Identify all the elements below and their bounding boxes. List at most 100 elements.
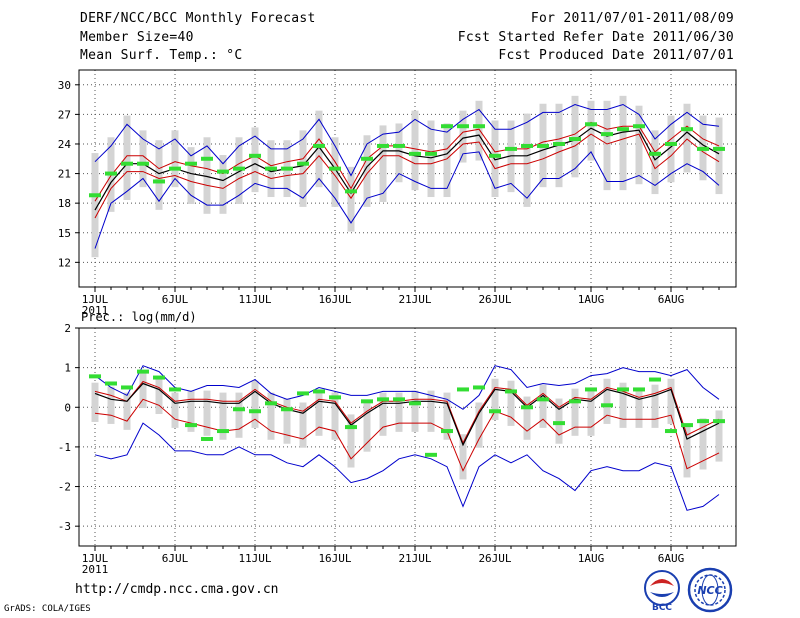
y-tick-label: 18	[58, 197, 71, 210]
spread-box	[379, 125, 387, 202]
spread-box	[283, 398, 291, 444]
panel-title: Prec.: log(mm/d)	[81, 310, 197, 324]
observed-marker	[329, 166, 341, 171]
produced-date: Fcst Produced Date 2011/07/01	[498, 48, 734, 63]
observed-marker	[585, 122, 597, 127]
spread-box	[475, 402, 483, 448]
series-line-ensemble_mean	[94, 127, 720, 211]
x-tick-label: 11JUL	[238, 293, 271, 306]
observed-marker	[505, 389, 517, 394]
spread-box	[347, 166, 355, 232]
spread-box	[139, 372, 147, 409]
source-url[interactable]: http://cmdp.ncc.cma.gov.cn	[75, 582, 279, 597]
spread-box	[91, 382, 99, 422]
spread-box	[251, 380, 259, 428]
observed-marker	[153, 179, 165, 184]
x-tick-label: 16JUL	[318, 552, 351, 565]
observed-marker	[617, 127, 629, 132]
spread-box	[651, 130, 659, 195]
observed-marker	[153, 375, 165, 380]
spread-box	[619, 95, 627, 191]
observed-marker	[297, 391, 309, 396]
observed-marker	[441, 124, 453, 129]
bcc-logo-text: BCC	[652, 603, 672, 612]
spread-box	[715, 410, 723, 462]
x-tick-label: 1AUG	[578, 293, 605, 306]
y-tick-label: 0	[64, 401, 71, 414]
observed-marker	[105, 171, 117, 176]
spread-box	[491, 378, 499, 420]
observed-marker	[649, 151, 661, 156]
observed-marker	[89, 193, 101, 198]
spread-box	[299, 402, 307, 448]
spread-box	[635, 388, 643, 428]
spread-box	[235, 392, 243, 438]
observed-marker	[521, 143, 533, 148]
spread-box	[219, 392, 227, 440]
series-line-spread_lower	[94, 398, 720, 472]
observed-marker	[585, 387, 597, 392]
ncc-logo: NCC	[687, 567, 733, 613]
series-line-min	[94, 422, 720, 511]
observed-marker	[569, 137, 581, 142]
series-line-min	[94, 103, 720, 177]
x-tick-label: 11JUL	[238, 552, 271, 565]
observed-marker	[633, 124, 645, 129]
observed-marker	[681, 127, 693, 132]
x-tick-label: 6JUL	[162, 552, 189, 565]
spread-box	[667, 378, 675, 424]
observed-marker	[393, 143, 405, 148]
observed-marker	[649, 377, 661, 382]
x-tick-label: 1JUL	[82, 293, 109, 306]
spread-box	[171, 130, 179, 188]
spread-box	[715, 117, 723, 195]
observed-marker	[617, 387, 629, 392]
plot-frame	[78, 69, 737, 288]
y-tick-label: 2	[64, 322, 71, 335]
observed-marker	[201, 156, 213, 161]
observed-marker	[489, 409, 501, 414]
observed-marker	[361, 156, 373, 161]
observed-marker	[569, 399, 581, 404]
observed-marker	[233, 407, 245, 412]
x-tick-label: 1JUL	[82, 552, 109, 565]
x-tick-label: 21JUL	[398, 552, 431, 565]
observed-marker	[409, 151, 421, 156]
series-line-max	[94, 365, 720, 410]
spread-box	[571, 95, 579, 178]
spread-box	[699, 418, 707, 470]
spread-box	[475, 100, 483, 161]
observed-marker	[217, 169, 229, 174]
x-tick-label: 6AUG	[658, 552, 685, 565]
observed-marker	[505, 146, 517, 151]
observed-marker	[345, 189, 357, 194]
observed-marker	[217, 429, 229, 434]
observed-marker	[137, 161, 149, 166]
observed-marker	[201, 436, 213, 441]
y-tick-label: 21	[58, 168, 71, 181]
spread-box	[363, 135, 371, 207]
spread-box	[603, 100, 611, 191]
observed-marker	[377, 397, 389, 402]
observed-marker	[297, 161, 309, 166]
spread-box	[187, 390, 195, 432]
observed-marker	[361, 399, 373, 404]
spread-box	[395, 123, 403, 183]
series-line-ensemble_mean	[94, 382, 720, 447]
observed-marker	[281, 166, 293, 171]
observed-marker	[425, 151, 437, 156]
observed-marker	[665, 141, 677, 146]
spread-box	[123, 392, 131, 430]
observed-marker	[169, 166, 181, 171]
spread-box	[683, 426, 691, 478]
spread-box	[107, 386, 115, 424]
spread-box	[251, 127, 259, 193]
spread-box	[331, 392, 339, 440]
observed-marker	[697, 419, 709, 424]
observed-marker	[185, 161, 197, 166]
x-tick-label: 16JUL	[318, 293, 351, 306]
x-tick-label: 26JUL	[478, 293, 511, 306]
spread-box	[187, 147, 195, 204]
plot-frame	[78, 327, 737, 547]
